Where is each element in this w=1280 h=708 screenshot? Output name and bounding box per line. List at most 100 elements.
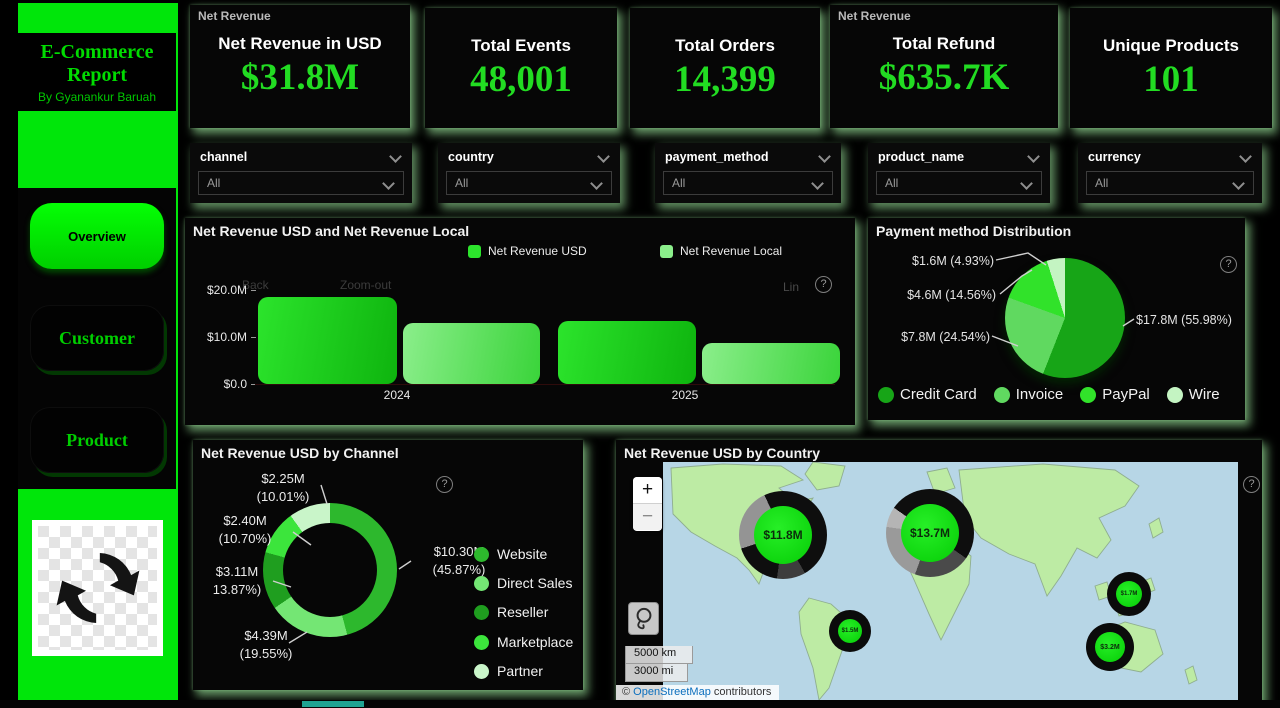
map-scale-mi: 3000 mi — [625, 664, 688, 682]
legend-item-paypal[interactable]: PayPal — [1080, 386, 1150, 403]
bottom-bar — [0, 700, 1280, 708]
nav-button-product[interactable]: Product — [30, 407, 164, 473]
chevron-down-icon[interactable] — [1239, 150, 1252, 163]
slicer-country: country All — [438, 143, 620, 203]
chevron-down-icon[interactable] — [1020, 177, 1033, 190]
slicer-value: All — [455, 176, 469, 190]
legend-label: Wire — [1188, 386, 1220, 403]
kpi-label: Total Orders — [675, 35, 775, 55]
callout-marketplace: $2.40M (10.70%) — [218, 513, 272, 546]
slicer-dropdown[interactable]: All — [663, 171, 833, 195]
chevron-down-icon[interactable] — [811, 177, 824, 190]
map-bubble-3-2m[interactable]: $3.2M — [1086, 623, 1134, 671]
slicer-field-label: currency — [1088, 150, 1141, 164]
map-zoom-control: + − — [633, 477, 662, 531]
map-bubble-1-5m[interactable]: $1.5M — [829, 610, 871, 652]
legend-dot — [474, 663, 489, 679]
legend-item-credit-card[interactable]: Credit Card — [878, 386, 977, 403]
chevron-down-icon[interactable] — [597, 150, 610, 163]
chevron-down-icon[interactable] — [382, 177, 395, 190]
chevron-down-icon[interactable] — [389, 150, 402, 163]
callout-partner: $2.25M (10.01%) — [256, 471, 310, 504]
pie-payment-methods[interactable] — [1005, 258, 1125, 378]
zoom-out-button[interactable]: Zoom-out — [340, 278, 392, 292]
help-icon[interactable]: ? — [1220, 256, 1237, 273]
slicer-field-label: payment_method — [665, 150, 769, 164]
sidebar-nav: Overview Customer Product — [18, 188, 176, 489]
slicer-value: All — [1095, 176, 1109, 190]
slicer-currency: currency All — [1078, 143, 1262, 203]
kpi-value: $31.8M — [240, 57, 360, 98]
callout-website: $10.30M (45.87%) — [432, 544, 486, 577]
map-bubble-1-7m[interactable]: $1.7M — [1107, 572, 1151, 616]
back-button[interactable]: Back — [242, 278, 269, 292]
donut-channel[interactable] — [263, 503, 397, 637]
bar-2025-net-revenue-usd[interactable] — [558, 321, 696, 384]
legend-dot — [474, 604, 489, 620]
legend-item-website[interactable]: Website — [474, 546, 547, 562]
legend-item-invoice[interactable]: Invoice — [993, 386, 1064, 403]
legend-label: Marketplace — [497, 634, 574, 650]
help-icon[interactable]: ? — [436, 476, 453, 493]
chevron-down-icon[interactable] — [590, 177, 603, 190]
slicer-dropdown[interactable]: All — [876, 171, 1042, 195]
donut-hole — [283, 523, 377, 617]
legend-item-wire[interactable]: Wire — [1166, 386, 1220, 403]
legend-item-marketplace[interactable]: Marketplace — [474, 634, 573, 650]
legend-dot — [1166, 386, 1183, 403]
slicer-dropdown[interactable]: All — [446, 171, 612, 195]
chevron-down-icon[interactable] — [1027, 150, 1040, 163]
map-zoom-in-button[interactable]: + — [633, 477, 662, 504]
kpi-label: Unique Products — [1102, 35, 1239, 55]
chart-title: Net Revenue USD by Channel — [201, 445, 399, 461]
bar-legend: Net Revenue USD Net Revenue Local — [185, 244, 855, 260]
map-bubble-11-8m[interactable]: $11.8M — [739, 491, 827, 579]
legend-item-direct-sales[interactable]: Direct Sales — [474, 575, 572, 591]
x-axis-category: 2025 — [671, 388, 699, 402]
chart-title: Net Revenue USD and Net Revenue Local — [193, 223, 470, 239]
report-title: E-Commerce Report — [40, 40, 154, 86]
slicer-dropdown[interactable]: All — [198, 171, 404, 195]
legend-item-reseller[interactable]: Reseller — [474, 604, 548, 620]
callout-reseller: $3.11M 13.87%) — [212, 564, 262, 597]
slicer-product-name: product_name All — [868, 143, 1050, 203]
y-axis-tick: $20.0M — [206, 283, 247, 297]
map-zoom-out-button[interactable]: − — [633, 504, 662, 530]
legend-swatch — [660, 244, 673, 258]
kpi-label: Total Refund — [892, 34, 996, 53]
legend-label: Invoice — [1015, 386, 1064, 403]
slicer-dropdown[interactable]: All — [1086, 171, 1254, 195]
legend-dot — [878, 386, 894, 403]
bar-2025-net-revenue-local[interactable] — [702, 343, 840, 384]
pie-legend: Credit Card Invoice PayPal Wire — [878, 386, 1220, 403]
kpi-value: 101 — [1143, 58, 1199, 100]
openstreetmap-link[interactable]: OpenStreetMap — [633, 686, 711, 698]
map-bubble-13-7m[interactable]: $13.7M — [886, 489, 974, 577]
legend-label: Reseller — [497, 604, 549, 620]
chevron-down-icon[interactable] — [818, 150, 831, 163]
legend-item-partner[interactable]: Partner — [474, 663, 543, 679]
help-icon[interactable]: ? — [815, 276, 832, 293]
sidebar: E-Commerce Report By Gyanankur Baruah Ov… — [15, 0, 178, 700]
y-axis-dash — [251, 337, 256, 338]
world-map[interactable]: $11.8M $13.7M $1.5M $1.7M $3.2M — [663, 462, 1238, 702]
chevron-down-icon[interactable] — [1232, 177, 1245, 190]
nav-button-overview[interactable]: Overview — [30, 203, 164, 269]
callout-wire: $1.6M (4.93%) — [912, 254, 994, 268]
kpi-card-total-refund: Net Revenue Total Refund $635.7K — [830, 5, 1058, 128]
bottom-tab-indicator[interactable] — [302, 701, 364, 707]
kpi-value: 48,001 — [470, 58, 572, 100]
lasso-select-button[interactable] — [628, 602, 659, 635]
nav-button-customer[interactable]: Customer — [30, 305, 164, 371]
bar-2024-net-revenue-local[interactable] — [403, 323, 540, 384]
chart-title: Payment method Distribution — [876, 223, 1072, 239]
slicer-field-label: product_name — [878, 150, 965, 164]
legend-item-net-revenue-usd[interactable]: Net Revenue USD — [468, 244, 587, 258]
y-axis-tick: $10.0M — [206, 330, 247, 344]
kpi-value: $635.7K — [878, 57, 1010, 98]
help-icon[interactable]: ? — [1243, 476, 1260, 493]
legend-item-net-revenue-local[interactable]: Net Revenue Local — [660, 244, 782, 258]
kpi-corner-label: Net Revenue — [198, 9, 271, 23]
bar-2024-net-revenue-usd[interactable] — [258, 297, 397, 384]
